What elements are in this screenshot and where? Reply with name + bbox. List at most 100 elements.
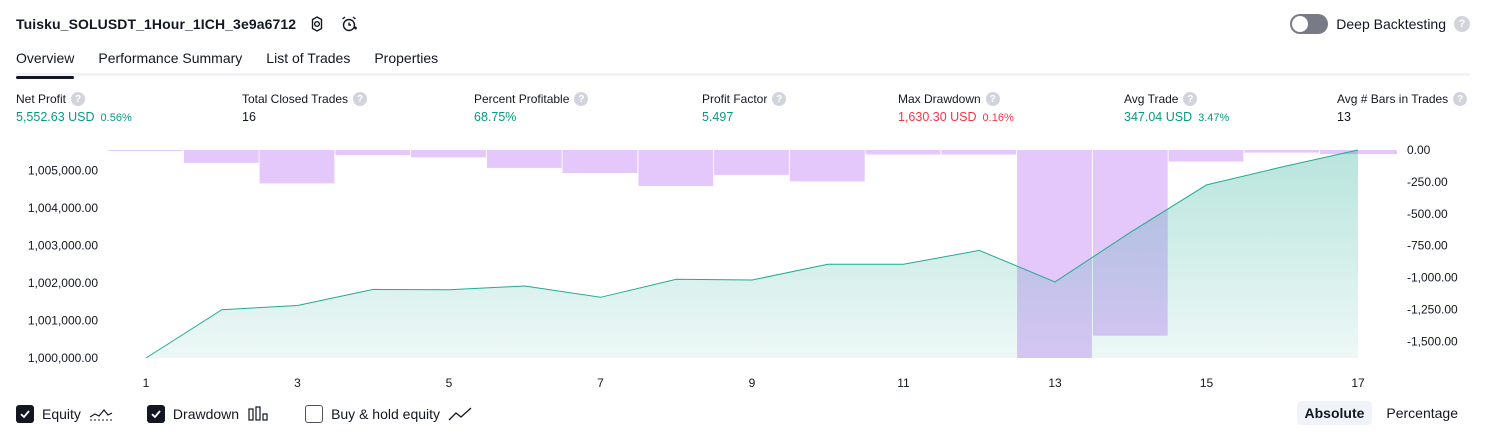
- help-icon[interactable]: ?: [772, 92, 787, 106]
- legend-buy-hold-equity[interactable]: Buy & hold equity: [305, 405, 472, 423]
- drawdown-bar: [941, 150, 1017, 155]
- metric-percent-profitable: Percent Profitable? 68.75%: [474, 92, 589, 124]
- right-axis-tick: -500.00: [1407, 207, 1448, 221]
- metric-value: 68.75%: [474, 110, 517, 124]
- legend-label: Drawdown: [172, 406, 240, 422]
- drawdown-bar: [259, 150, 335, 184]
- right-axis-tick: -750.00: [1407, 239, 1448, 253]
- equity-area: [146, 150, 1358, 358]
- drawdown-bar: [638, 150, 714, 186]
- drawdown-bar: [108, 150, 183, 151]
- legend-label: Equity: [42, 406, 81, 422]
- metric-label: Avg Trade: [1124, 92, 1179, 106]
- x-axis-tick: 3: [294, 376, 301, 390]
- drawdown-bar: [1244, 150, 1320, 153]
- metric-net-profit: Net Profit? 5,552.63 USD 0.56%: [16, 92, 132, 124]
- left-axis-tick: 1,003,000.00: [28, 239, 98, 253]
- x-axis-tick: 15: [1200, 376, 1214, 390]
- drawdown-bar: [1168, 150, 1244, 162]
- buy-hold-checkbox[interactable]: [305, 405, 324, 423]
- help-icon[interactable]: ?: [71, 92, 86, 106]
- metric-label: Total Closed Trades: [242, 92, 349, 106]
- deep-backtesting-label: Deep Backtesting: [1336, 16, 1446, 32]
- left-axis-tick: 1,002,000.00: [28, 276, 98, 290]
- tab-properties[interactable]: Properties: [374, 50, 439, 66]
- metric-total-closed-trades: Total Closed Trades? 16: [242, 92, 368, 124]
- absolute-button[interactable]: Absolute: [1296, 401, 1373, 425]
- right-axis-tick: 0.00: [1407, 143, 1431, 157]
- drawdown-bar: [486, 150, 562, 168]
- right-axis-tick: -1,500.00: [1407, 334, 1458, 348]
- tab-performance-summary[interactable]: Performance Summary: [98, 50, 243, 66]
- x-axis: 1 3 5 7 9 11 13 15 17: [143, 376, 1365, 390]
- drawdown-bar: [714, 150, 789, 175]
- tab-overview[interactable]: Overview: [16, 44, 75, 79]
- drawdown-bar: [411, 150, 486, 158]
- tab-list-of-trades[interactable]: List of Trades: [266, 50, 351, 66]
- metric-value: 1,630.30 USD: [898, 110, 977, 124]
- equity-line-icon: [89, 409, 113, 421]
- metric-value: 13: [1337, 110, 1351, 124]
- right-axis: 0.00 -250.00 -500.00 -750.00 -1,000.00 -1,250…: [1407, 143, 1458, 348]
- deep-backtesting: Deep Backtesting ?: [1290, 12, 1470, 36]
- right-axis-tick: -250.00: [1407, 175, 1448, 189]
- drawdown-bar: [183, 150, 259, 163]
- help-icon[interactable]: ?: [574, 92, 589, 106]
- metric-label: Max Drawdown: [898, 92, 981, 106]
- metric-value: 5.497: [702, 110, 734, 124]
- chart-legend: Equity Drawdown Buy & hold equity: [16, 403, 472, 425]
- help-icon[interactable]: ?: [1454, 16, 1470, 32]
- equity-series: [145, 149, 1359, 359]
- left-axis-tick: 1,005,000.00: [28, 164, 98, 178]
- legend-drawdown[interactable]: Drawdown: [146, 405, 271, 423]
- equity-drawdown-chart: 1,000,000.00 1,001,000.00 1,002,000.00 1,00…: [28, 143, 1458, 390]
- left-axis-tick: 1,004,000.00: [28, 201, 98, 215]
- metric-value: 5,552.63 USD: [16, 110, 95, 124]
- strategy-title: Tuisku_SOLUSDT_1Hour_1ICH_3e9a6712: [16, 16, 297, 32]
- alarm-add-icon[interactable]: [338, 13, 360, 35]
- metric-label: Avg # Bars in Trades: [1337, 92, 1449, 106]
- left-axis-tick: 1,000,000.00: [28, 351, 98, 365]
- metric-max-drawdown: Max Drawdown? 1,630.30 USD 0.16%: [898, 92, 1014, 124]
- equity-line: [145, 149, 1359, 359]
- help-icon[interactable]: ?: [1183, 92, 1198, 106]
- trend-line-icon: [448, 407, 472, 421]
- drawdown-bar: [789, 150, 865, 182]
- right-axis-tick: -1,000.00: [1407, 271, 1458, 285]
- strategy-header: Tuisku_SOLUSDT_1Hour_1ICH_3e9a6712: [16, 12, 360, 36]
- x-axis-tick: 17: [1351, 376, 1365, 390]
- drawdown-bar: [562, 150, 638, 173]
- metric-label: Percent Profitable: [474, 92, 570, 106]
- bars-icon: [248, 406, 268, 421]
- equity-checkbox[interactable]: [16, 405, 34, 423]
- x-axis-tick: 9: [749, 376, 756, 390]
- metric-percent: 0.16%: [982, 112, 1014, 124]
- deep-backtesting-toggle[interactable]: [1290, 14, 1329, 34]
- x-axis-tick: 7: [597, 376, 604, 390]
- drawdown-bar: [865, 150, 941, 155]
- legend-equity[interactable]: Equity: [16, 405, 113, 423]
- metric-value: 16: [242, 110, 256, 124]
- x-axis-tick: 11: [897, 376, 910, 390]
- drawdown-bar: [1320, 150, 1397, 155]
- metrics-row: Net Profit? 5,552.63 USD 0.56% Total Clos…: [0, 92, 1486, 132]
- gear-icon[interactable]: [306, 13, 328, 35]
- drawdown-checkbox[interactable]: [146, 405, 165, 423]
- help-icon[interactable]: ?: [985, 92, 1000, 106]
- metric-avg-trade: Avg Trade? 347.04 USD 3.47%: [1124, 92, 1229, 124]
- metric-label: Net Profit: [16, 92, 67, 106]
- help-icon[interactable]: ?: [353, 92, 368, 106]
- legend-label: Buy & hold equity: [331, 406, 441, 422]
- percentage-button[interactable]: Percentage: [1386, 405, 1458, 421]
- metric-value: 347.04 USD: [1124, 110, 1193, 124]
- tab-bar: Overview Performance Summary List of Tra…: [16, 44, 1470, 79]
- metric-label: Profit Factor: [702, 92, 768, 106]
- x-axis-tick: 13: [1048, 376, 1062, 390]
- left-axis: 1,000,000.00 1,001,000.00 1,002,000.00 1,00…: [28, 164, 98, 365]
- scale-mode: Absolute Percentage: [1296, 401, 1467, 425]
- drawdown-bar: [335, 150, 411, 156]
- metric-percent: 0.56%: [100, 112, 132, 124]
- help-icon[interactable]: ?: [1453, 92, 1468, 106]
- x-axis-tick: 1: [143, 376, 150, 390]
- right-axis-tick: -1,250.00: [1407, 303, 1458, 317]
